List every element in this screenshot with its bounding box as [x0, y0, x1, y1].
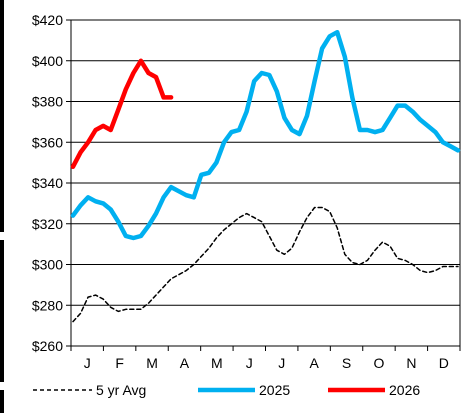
x-tick-label: J: [278, 355, 285, 371]
y-tick-label: $360: [32, 134, 63, 150]
series-lines: [73, 32, 458, 321]
y-tick-label: $380: [32, 94, 63, 110]
y-tick-label: $260: [32, 338, 63, 354]
y-tick-label: $420: [32, 12, 63, 28]
series-line-2025: [73, 32, 458, 238]
x-tick-label: N: [406, 355, 416, 371]
y-tick-label: $320: [32, 216, 63, 232]
y-tick-label: $300: [32, 257, 63, 273]
x-tick-label: J: [246, 355, 253, 371]
tick-labels: $260 $280 $300 $320 $340 $360 $380 $400 $420 J F M A…: [32, 12, 449, 371]
legend-label: 5 yr Avg: [96, 382, 146, 398]
x-tick-label: M: [211, 355, 223, 371]
x-tick-label: F: [115, 355, 124, 371]
x-tick-label: S: [342, 355, 351, 371]
x-tick-label: A: [309, 355, 319, 371]
x-tick-label: J: [84, 355, 91, 371]
legend-label: 2026: [389, 382, 420, 398]
y-tick-label: $340: [32, 175, 63, 191]
grid-lines: [71, 20, 460, 346]
x-tick-label: D: [439, 355, 449, 371]
axes: [66, 20, 460, 351]
legend-label: 2025: [259, 382, 290, 398]
x-tick-label: A: [180, 355, 190, 371]
y-tick-label: $400: [32, 53, 63, 69]
x-tick-label: M: [146, 355, 158, 371]
y-tick-label: $280: [32, 297, 63, 313]
series-line-2026: [73, 61, 171, 167]
legend: 5 yr Avg 2025 2026: [33, 382, 420, 398]
x-tick-label: O: [374, 355, 385, 371]
